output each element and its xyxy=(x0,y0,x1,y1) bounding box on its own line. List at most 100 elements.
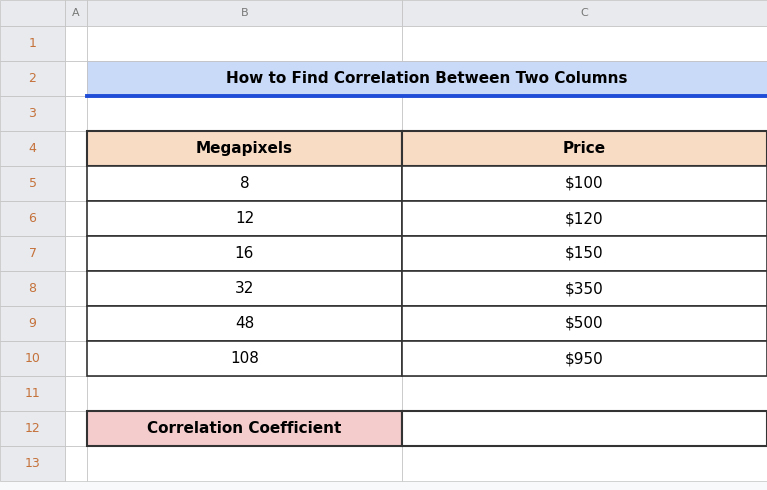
Bar xyxy=(402,0,767,26)
Text: A: A xyxy=(72,8,80,18)
Bar xyxy=(65,271,87,306)
Bar xyxy=(87,411,402,446)
Bar xyxy=(0,341,65,376)
Text: $950: $950 xyxy=(565,351,604,366)
Bar xyxy=(65,201,87,236)
Text: 7: 7 xyxy=(28,247,37,260)
Text: 2: 2 xyxy=(28,72,37,85)
Bar xyxy=(402,201,767,236)
Bar xyxy=(65,236,87,271)
Text: 4: 4 xyxy=(28,142,37,155)
Bar xyxy=(402,271,767,306)
Bar xyxy=(402,341,767,376)
Text: 108: 108 xyxy=(230,351,259,366)
Text: 48: 48 xyxy=(235,316,254,331)
Text: 13: 13 xyxy=(25,457,41,470)
Bar xyxy=(402,236,767,271)
Bar xyxy=(65,166,87,201)
Text: 16: 16 xyxy=(235,246,254,261)
Bar xyxy=(87,166,402,201)
Bar xyxy=(87,61,402,96)
Bar xyxy=(87,236,402,271)
Bar xyxy=(87,271,402,306)
Bar xyxy=(65,131,87,166)
Bar xyxy=(87,411,402,446)
Text: 3: 3 xyxy=(28,107,37,120)
Text: Correlation Coefficient: Correlation Coefficient xyxy=(147,421,341,436)
Bar xyxy=(65,61,87,96)
Bar xyxy=(65,0,87,26)
Bar xyxy=(0,236,65,271)
Bar xyxy=(402,166,767,201)
Bar xyxy=(402,271,767,306)
Bar xyxy=(87,96,402,131)
Bar xyxy=(0,271,65,306)
Bar xyxy=(402,61,767,96)
Text: How to Find Correlation Between Two Columns: How to Find Correlation Between Two Colu… xyxy=(226,71,627,86)
Bar xyxy=(0,0,65,26)
Text: B: B xyxy=(241,8,249,18)
Bar xyxy=(65,26,87,61)
Text: Megapixels: Megapixels xyxy=(196,141,293,156)
Text: 10: 10 xyxy=(25,352,41,365)
Bar xyxy=(0,411,65,446)
Bar xyxy=(402,411,767,446)
Bar xyxy=(402,166,767,201)
Text: 6: 6 xyxy=(28,212,37,225)
Bar xyxy=(87,271,402,306)
Text: 5: 5 xyxy=(28,177,37,190)
Text: $150: $150 xyxy=(565,246,604,261)
Bar xyxy=(65,411,87,446)
Text: 8: 8 xyxy=(239,176,249,191)
Bar xyxy=(87,201,402,236)
Bar xyxy=(402,131,767,166)
Bar xyxy=(87,376,402,411)
Bar xyxy=(87,26,402,61)
Bar xyxy=(0,131,65,166)
Bar xyxy=(87,201,402,236)
Bar xyxy=(87,0,402,26)
Bar xyxy=(87,341,402,376)
Bar xyxy=(402,306,767,341)
Bar xyxy=(87,341,402,376)
Bar xyxy=(87,131,402,166)
Bar xyxy=(87,61,767,96)
Bar xyxy=(87,306,402,341)
Bar xyxy=(65,306,87,341)
Text: $500: $500 xyxy=(565,316,604,331)
Text: 9: 9 xyxy=(28,317,37,330)
Bar xyxy=(65,341,87,376)
Text: 12: 12 xyxy=(25,422,41,435)
Bar xyxy=(0,376,65,411)
Bar xyxy=(87,306,402,341)
Bar xyxy=(402,411,767,446)
Bar xyxy=(0,61,65,96)
Text: 12: 12 xyxy=(235,211,254,226)
Bar xyxy=(87,131,402,166)
Bar xyxy=(87,166,402,201)
Bar xyxy=(402,96,767,131)
Bar xyxy=(87,446,402,481)
Text: 1: 1 xyxy=(28,37,37,50)
Bar xyxy=(0,201,65,236)
Bar xyxy=(65,376,87,411)
Text: $120: $120 xyxy=(565,211,604,226)
Bar xyxy=(402,236,767,271)
Bar xyxy=(65,446,87,481)
Text: $350: $350 xyxy=(565,281,604,296)
Bar xyxy=(0,166,65,201)
Text: 11: 11 xyxy=(25,387,41,400)
Text: C: C xyxy=(581,8,588,18)
Text: $100: $100 xyxy=(565,176,604,191)
Bar xyxy=(402,376,767,411)
Bar xyxy=(402,26,767,61)
Bar xyxy=(0,26,65,61)
Bar xyxy=(402,446,767,481)
Bar xyxy=(402,131,767,166)
Bar xyxy=(402,306,767,341)
Bar xyxy=(0,306,65,341)
Bar xyxy=(0,446,65,481)
Bar xyxy=(402,341,767,376)
Bar xyxy=(87,236,402,271)
Text: 32: 32 xyxy=(235,281,254,296)
